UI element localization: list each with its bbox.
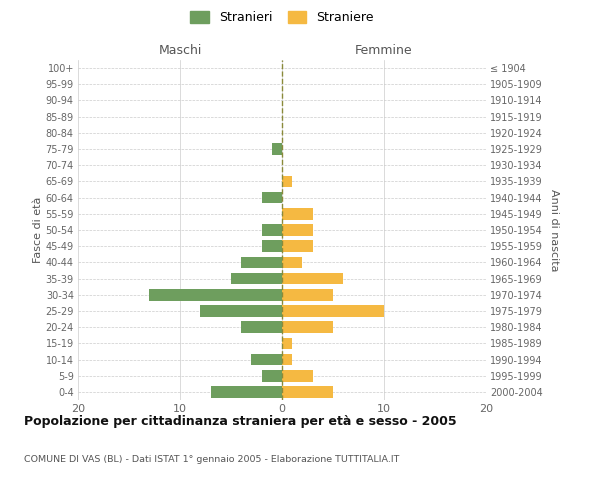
Bar	[282, 322, 333, 333]
Bar	[251, 354, 282, 366]
Bar	[282, 176, 292, 188]
Bar	[149, 289, 282, 300]
Bar	[282, 208, 313, 220]
Text: Popolazione per cittadinanza straniera per età e sesso - 2005: Popolazione per cittadinanza straniera p…	[24, 415, 457, 428]
Y-axis label: Fasce di età: Fasce di età	[32, 197, 43, 263]
Bar	[282, 256, 302, 268]
Bar	[231, 272, 282, 284]
Y-axis label: Anni di nascita: Anni di nascita	[548, 188, 559, 271]
Bar	[272, 143, 282, 155]
Bar	[200, 305, 282, 317]
Bar	[282, 272, 343, 284]
Bar	[282, 224, 313, 236]
Text: Maschi: Maschi	[158, 44, 202, 57]
Bar	[262, 370, 282, 382]
Bar	[262, 240, 282, 252]
Bar	[282, 305, 384, 317]
Bar	[241, 256, 282, 268]
Bar	[282, 386, 333, 398]
Bar	[262, 224, 282, 236]
Text: Femmine: Femmine	[355, 44, 413, 57]
Bar	[282, 370, 313, 382]
Bar	[241, 322, 282, 333]
Bar	[282, 338, 292, 349]
Legend: Stranieri, Straniere: Stranieri, Straniere	[185, 6, 379, 29]
Bar	[262, 192, 282, 203]
Bar	[282, 240, 313, 252]
Bar	[282, 289, 333, 300]
Text: COMUNE DI VAS (BL) - Dati ISTAT 1° gennaio 2005 - Elaborazione TUTTITALIA.IT: COMUNE DI VAS (BL) - Dati ISTAT 1° genna…	[24, 455, 400, 464]
Bar	[282, 354, 292, 366]
Bar	[211, 386, 282, 398]
